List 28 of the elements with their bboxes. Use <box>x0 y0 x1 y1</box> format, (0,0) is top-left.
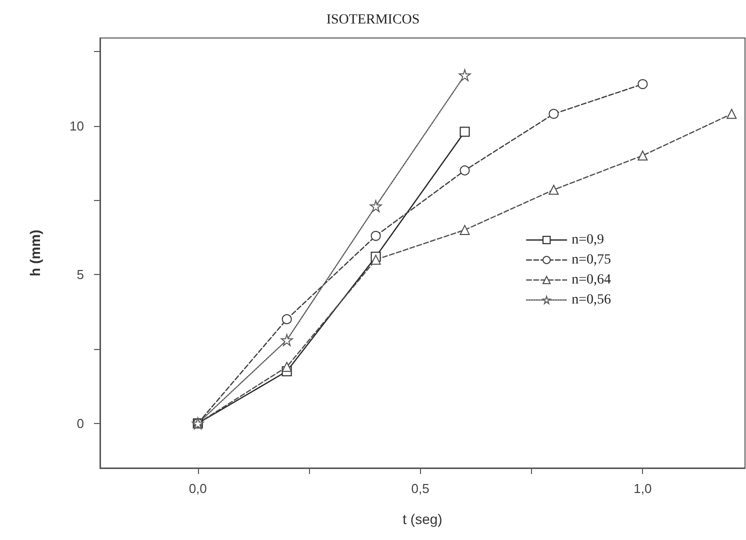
point <box>460 224 470 235</box>
chart-title: ISOTERMICOS <box>326 12 420 28</box>
legend-label: n=0,9 <box>572 232 604 248</box>
y-tick-label: 0 <box>76 416 84 431</box>
point <box>638 79 648 90</box>
x-tick-label: 0,5 <box>411 481 430 496</box>
point <box>458 69 471 82</box>
x-tick-label: 1,0 <box>634 481 652 496</box>
legend-label: n=0,75 <box>572 252 612 268</box>
point <box>460 165 470 176</box>
point <box>282 314 292 324</box>
point <box>548 184 559 195</box>
y-axis-title: h (mm) <box>27 230 43 276</box>
point <box>726 108 737 119</box>
y-tick-label: 10 <box>70 118 84 134</box>
legend-label: n=0,64 <box>572 272 612 288</box>
point <box>370 254 381 265</box>
legend-label: n=0,56 <box>572 292 612 308</box>
point <box>638 150 648 161</box>
point <box>460 126 470 137</box>
point <box>282 362 292 372</box>
point <box>280 334 293 346</box>
point <box>548 108 559 119</box>
y-tick-label: 5 <box>76 267 84 282</box>
x-axis-title: t (seg) <box>402 511 442 527</box>
point <box>370 230 381 241</box>
x-tick-label: 0,0 <box>188 481 207 496</box>
point <box>370 200 382 212</box>
